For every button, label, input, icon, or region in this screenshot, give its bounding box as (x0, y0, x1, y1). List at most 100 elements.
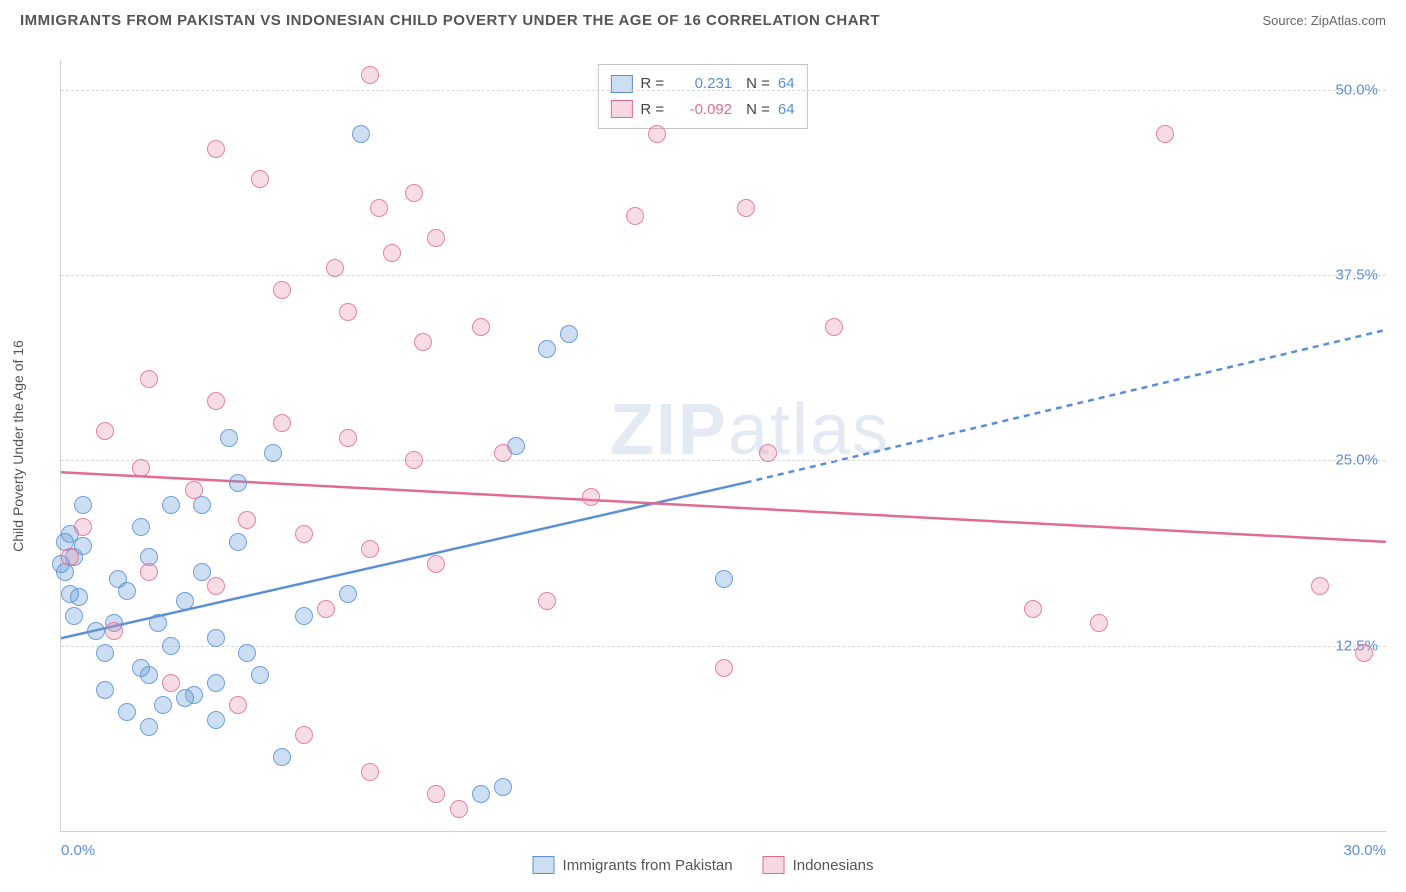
scatter-point (193, 563, 211, 581)
scatter-point (361, 540, 379, 558)
scatter-point (339, 585, 357, 603)
scatter-point (405, 184, 423, 202)
swatch-pink-icon (763, 856, 785, 874)
gridline (61, 275, 1386, 276)
scatter-point (405, 451, 423, 469)
scatter-point (207, 577, 225, 595)
scatter-point (1090, 614, 1108, 632)
x-tick-label: 30.0% (1343, 842, 1386, 859)
scatter-point (140, 718, 158, 736)
scatter-point (176, 592, 194, 610)
scatter-point (1156, 125, 1174, 143)
scatter-point (74, 496, 92, 514)
scatter-point (251, 170, 269, 188)
scatter-point (132, 459, 150, 477)
scatter-point (582, 488, 600, 506)
scatter-point (472, 785, 490, 803)
scatter-point (220, 429, 238, 447)
scatter-point (207, 140, 225, 158)
scatter-point (273, 414, 291, 432)
scatter-point (295, 525, 313, 543)
scatter-point (162, 637, 180, 655)
scatter-point (414, 333, 432, 351)
scatter-point (538, 340, 556, 358)
scatter-point (185, 481, 203, 499)
scatter-point (427, 229, 445, 247)
gridline (61, 646, 1386, 647)
n-label: N = (746, 97, 770, 123)
swatch-pink-icon (610, 100, 632, 118)
scatter-point (264, 444, 282, 462)
scatter-point (648, 125, 666, 143)
scatter-point (361, 763, 379, 781)
watermark-bold: ZIP (610, 390, 728, 470)
n-label: N = (746, 71, 770, 97)
scatter-point (494, 444, 512, 462)
scatter-point (538, 592, 556, 610)
scatter-point (229, 533, 247, 551)
header-row: IMMIGRANTS FROM PAKISTAN VS INDONESIAN C… (0, 0, 1406, 37)
gridline (61, 90, 1386, 91)
y-tick-label: 25.0% (1335, 452, 1378, 469)
scatter-point (295, 607, 313, 625)
scatter-point (176, 689, 194, 707)
swatch-blue-icon (533, 856, 555, 874)
scatter-point (326, 259, 344, 277)
scatter-point (162, 674, 180, 692)
bottom-legend: Immigrants from Pakistan Indonesians (533, 856, 874, 874)
scatter-point (96, 644, 114, 662)
legend-label-blue: Immigrants from Pakistan (563, 857, 733, 874)
scatter-point (207, 711, 225, 729)
scatter-point (229, 696, 247, 714)
scatter-point (560, 325, 578, 343)
scatter-point (61, 585, 79, 603)
scatter-point (737, 199, 755, 217)
gridline (61, 460, 1386, 461)
scatter-point (162, 496, 180, 514)
scatter-point (238, 511, 256, 529)
scatter-point (140, 370, 158, 388)
scatter-point (105, 622, 123, 640)
scatter-point (450, 800, 468, 818)
r-label: R = (640, 97, 664, 123)
scatter-point (140, 563, 158, 581)
scatter-point (229, 474, 247, 492)
legend-label-pink: Indonesians (793, 857, 874, 874)
stats-row-blue: R = 0.231 N = 64 (610, 71, 794, 97)
scatter-point (207, 392, 225, 410)
scatter-point (74, 518, 92, 536)
stats-row-pink: R = -0.092 N = 64 (610, 97, 794, 123)
scatter-point (251, 666, 269, 684)
stats-legend-box: R = 0.231 N = 64 R = -0.092 N = 64 (597, 64, 807, 129)
scatter-point (65, 607, 83, 625)
watermark-text: ZIPatlas (610, 389, 890, 471)
r-value-pink: -0.092 (672, 97, 732, 123)
trend-line (61, 472, 1386, 542)
scatter-point (149, 614, 167, 632)
scatter-point (825, 318, 843, 336)
scatter-point (383, 244, 401, 262)
chart-plot-area: ZIPatlas R = 0.231 N = 64 R = -0.092 N =… (60, 60, 1386, 832)
scatter-point (132, 518, 150, 536)
watermark-thin: atlas (728, 390, 890, 470)
scatter-point (87, 622, 105, 640)
y-tick-label: 50.0% (1335, 81, 1378, 98)
scatter-point (352, 125, 370, 143)
x-tick-label: 0.0% (61, 842, 95, 859)
scatter-point (715, 570, 733, 588)
scatter-point (339, 303, 357, 321)
scatter-point (339, 429, 357, 447)
r-label: R = (640, 71, 664, 97)
scatter-point (118, 703, 136, 721)
scatter-point (238, 644, 256, 662)
legend-item-pink: Indonesians (763, 856, 874, 874)
scatter-point (207, 674, 225, 692)
scatter-point (759, 444, 777, 462)
legend-item-blue: Immigrants from Pakistan (533, 856, 733, 874)
chart-title: IMMIGRANTS FROM PAKISTAN VS INDONESIAN C… (20, 12, 880, 29)
scatter-point (109, 570, 127, 588)
scatter-point (96, 422, 114, 440)
scatter-point (207, 629, 225, 647)
scatter-point (472, 318, 490, 336)
scatter-point (154, 696, 172, 714)
